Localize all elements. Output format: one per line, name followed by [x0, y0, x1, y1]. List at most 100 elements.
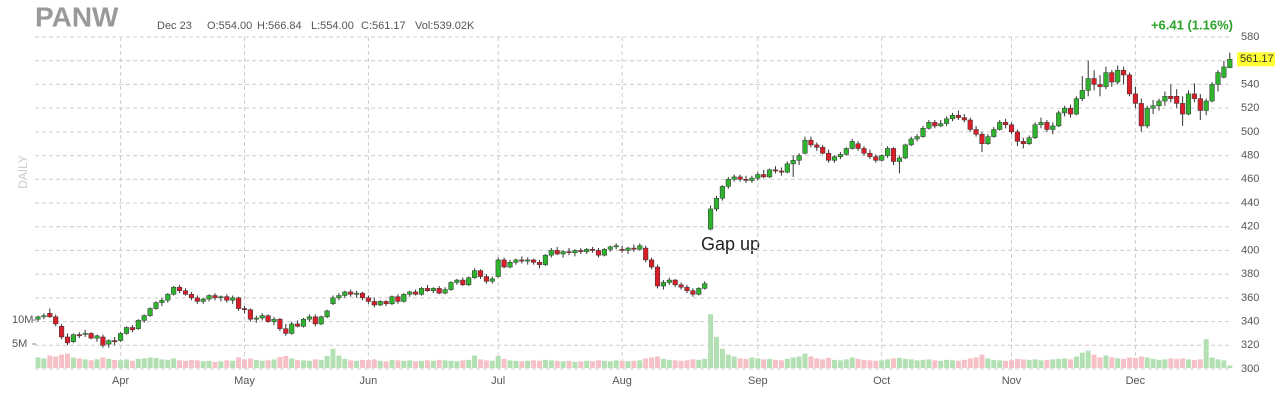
- volume-bar: [749, 357, 755, 368]
- volume-bar: [690, 359, 696, 368]
- volume-bar: [277, 356, 283, 368]
- volume-bar: [94, 359, 100, 368]
- volume-bar: [914, 360, 920, 368]
- candle-body: [979, 133, 985, 144]
- candle-body: [1174, 96, 1180, 104]
- volume-bar: [82, 359, 88, 368]
- volume-bar: [761, 359, 767, 368]
- candle-body: [306, 316, 312, 320]
- candle-body: [649, 259, 655, 268]
- volume-bar: [601, 360, 607, 368]
- candle-body: [230, 297, 236, 301]
- candle-body: [188, 294, 194, 299]
- candle-body: [206, 295, 212, 300]
- x-tick-label: Dec: [1126, 375, 1146, 387]
- candle-body: [472, 270, 478, 278]
- volume-bar: [224, 360, 230, 368]
- volume-bar: [112, 359, 118, 368]
- candle-body: [159, 299, 165, 303]
- volume-bar: [837, 360, 843, 368]
- volume-bar: [737, 358, 743, 368]
- candle-body: [501, 259, 507, 268]
- volume-bar: [1156, 359, 1162, 368]
- volume-bar: [295, 359, 301, 368]
- candle-body: [778, 170, 784, 173]
- volume-bar: [1150, 358, 1156, 368]
- candle-body: [737, 176, 743, 180]
- volume-bar: [755, 358, 761, 368]
- candle-body: [1008, 124, 1015, 133]
- volume-bar: [572, 361, 578, 368]
- candle-body: [1121, 69, 1127, 76]
- volume-bar: [1197, 359, 1203, 368]
- volume-tick-label: 5M: [12, 338, 27, 350]
- volume-bar: [961, 359, 967, 368]
- candle-body: [495, 259, 501, 277]
- candle-body: [1180, 103, 1186, 115]
- candle-body: [542, 254, 548, 265]
- volume-bar: [59, 354, 65, 368]
- volume-bar: [271, 359, 277, 368]
- x-tick-label: Jul: [491, 375, 505, 387]
- candle-body: [1014, 131, 1020, 142]
- date: Dec 23: [157, 20, 192, 32]
- volume-bar: [165, 359, 171, 368]
- volume-bar: [206, 360, 212, 368]
- candle-body: [1085, 78, 1091, 91]
- volume-bar: [1162, 359, 1168, 368]
- candle-body: [696, 288, 702, 295]
- candle-body: [772, 169, 779, 172]
- volume-bar: [1138, 356, 1144, 368]
- candle-body: [1115, 69, 1121, 83]
- volume-bar: [489, 360, 495, 368]
- y-tick-label: 420: [1241, 221, 1259, 233]
- volume-bar: [183, 360, 188, 368]
- volume-text: Vol:539.02K: [415, 20, 475, 32]
- candle-body: [855, 143, 861, 149]
- candle-body: [407, 291, 413, 295]
- volume-bar: [1209, 357, 1215, 368]
- candle-body: [1215, 72, 1221, 85]
- volume-bar: [1014, 358, 1020, 368]
- candle-body: [153, 302, 159, 309]
- candle-body: [1132, 93, 1138, 104]
- volume-bar: [1038, 360, 1044, 368]
- x-tick-label: May: [234, 375, 255, 387]
- volume-bar: [778, 360, 784, 368]
- candle-body: [631, 247, 637, 250]
- candle-body: [1026, 137, 1032, 144]
- candle-body: [507, 262, 513, 268]
- volume-bar: [979, 354, 985, 368]
- candle-body: [324, 310, 330, 318]
- volume-bar: [395, 360, 401, 368]
- candle-body: [554, 250, 560, 255]
- candle-body: [82, 333, 88, 335]
- volume-bar: [70, 357, 76, 368]
- volume-bar: [607, 361, 613, 368]
- candle-body: [536, 262, 543, 265]
- candle-body: [336, 295, 342, 299]
- volume-bar: [1009, 360, 1014, 368]
- volume-bar: [578, 361, 584, 368]
- candle-body: [1032, 124, 1038, 139]
- volume-bar: [312, 359, 318, 368]
- candle-body: [354, 292, 360, 295]
- candle-body: [613, 245, 619, 248]
- candle-body: [477, 270, 484, 277]
- volume-bar: [861, 359, 867, 368]
- volume-bar: [596, 360, 601, 368]
- volume-bar: [1026, 359, 1032, 368]
- volume-bar: [171, 358, 177, 368]
- y-tick-label: 360: [1241, 292, 1259, 304]
- candle-body: [389, 296, 395, 305]
- candle-body: [784, 163, 790, 173]
- candle-body: [749, 177, 755, 181]
- volume-bar: [708, 314, 714, 368]
- volume-bar: [820, 359, 826, 368]
- candle-body: [1038, 122, 1044, 125]
- volume-bar: [265, 360, 271, 368]
- candle-body: [424, 288, 430, 291]
- volume-bar: [944, 359, 950, 368]
- volume-bar: [1044, 359, 1050, 368]
